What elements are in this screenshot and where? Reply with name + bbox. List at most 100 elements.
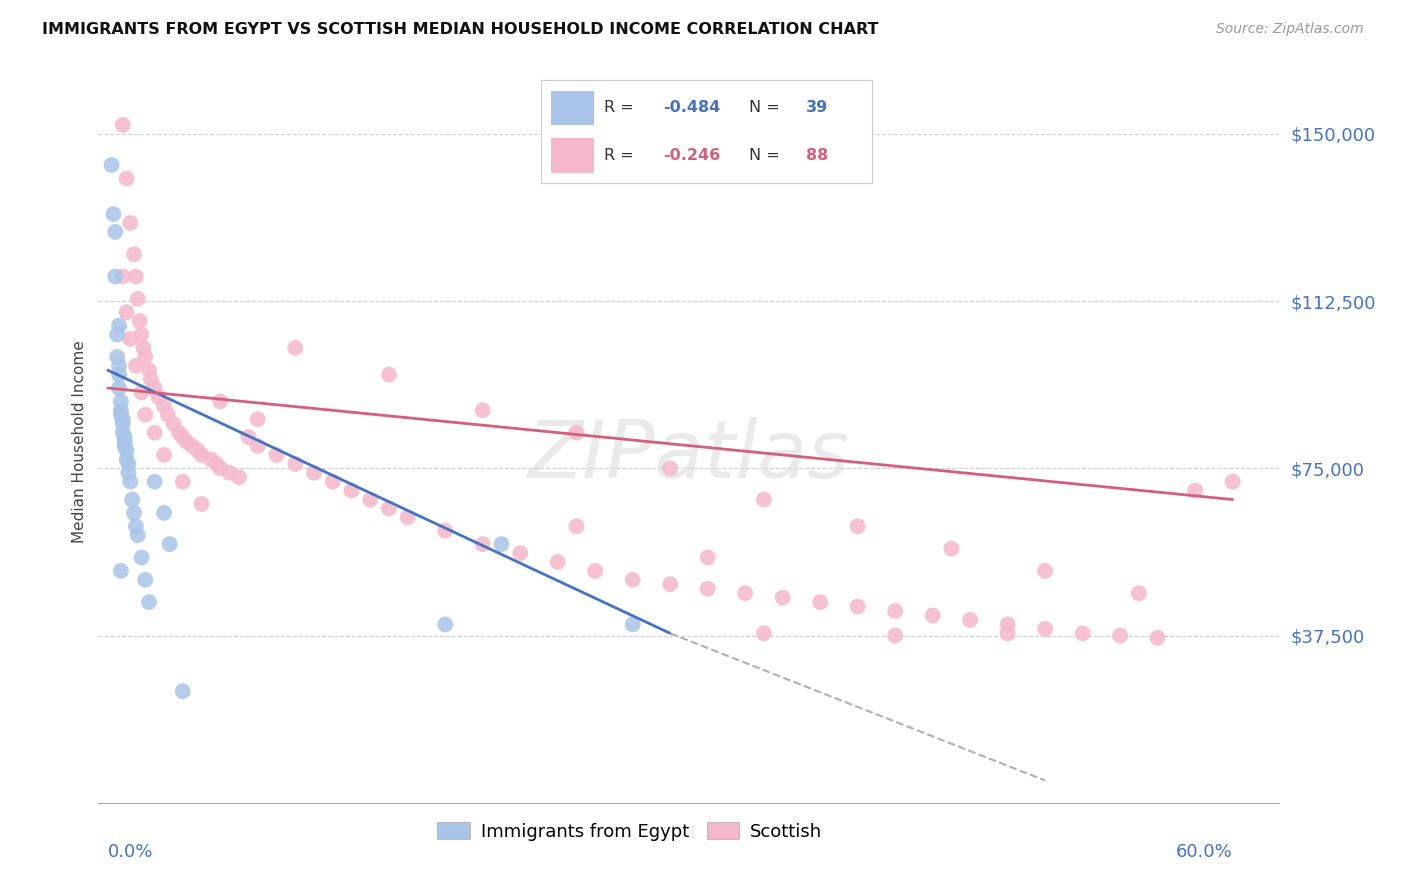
Point: [172, 684, 194, 698]
Point: [659, 577, 682, 591]
Point: [132, 341, 155, 355]
Text: 39: 39: [806, 101, 828, 115]
Point: [114, 434, 136, 449]
Point: [120, 475, 142, 489]
Point: [128, 314, 150, 328]
Point: [884, 604, 907, 618]
Point: [266, 448, 288, 462]
Point: [772, 591, 794, 605]
Point: [228, 470, 250, 484]
Point: [111, 118, 134, 132]
Point: [117, 457, 139, 471]
Point: [115, 452, 138, 467]
Point: [1071, 626, 1094, 640]
Point: [110, 394, 132, 409]
Point: [111, 412, 134, 426]
Point: [115, 171, 138, 186]
Text: IMMIGRANTS FROM EGYPT VS SCOTTISH MEDIAN HOUSEHOLD INCOME CORRELATION CHART: IMMIGRANTS FROM EGYPT VS SCOTTISH MEDIAN…: [42, 22, 879, 37]
Point: [176, 434, 198, 449]
Point: [752, 492, 775, 507]
Point: [205, 457, 228, 471]
Point: [434, 524, 457, 538]
Point: [114, 430, 136, 444]
Point: [121, 492, 143, 507]
Point: [172, 475, 194, 489]
Point: [139, 372, 162, 386]
Point: [997, 626, 1019, 640]
Point: [143, 381, 166, 395]
Point: [1146, 631, 1168, 645]
Point: [696, 550, 718, 565]
Point: [108, 359, 131, 373]
Point: [997, 617, 1019, 632]
Point: [565, 425, 588, 440]
Point: [105, 350, 128, 364]
Point: [583, 564, 606, 578]
Point: [131, 385, 153, 400]
Point: [134, 573, 156, 587]
Point: [120, 332, 142, 346]
Point: [209, 394, 232, 409]
Text: 0.0%: 0.0%: [108, 843, 153, 861]
Point: [122, 506, 145, 520]
Point: [1033, 622, 1056, 636]
Point: [125, 519, 148, 533]
Point: [143, 425, 166, 440]
Point: [808, 595, 831, 609]
Point: [1184, 483, 1206, 498]
Point: [110, 403, 132, 417]
Point: [378, 368, 401, 382]
Text: N =: N =: [749, 101, 786, 115]
Text: -0.246: -0.246: [664, 148, 721, 162]
Point: [131, 327, 153, 342]
Point: [209, 461, 232, 475]
Point: [752, 626, 775, 640]
Point: [148, 390, 170, 404]
Point: [114, 439, 136, 453]
Point: [621, 617, 644, 632]
Point: [659, 461, 682, 475]
Point: [104, 225, 127, 239]
Point: [846, 519, 869, 533]
Point: [471, 537, 494, 551]
Point: [108, 368, 131, 382]
Point: [153, 399, 176, 413]
Point: [302, 466, 325, 480]
Point: [143, 475, 166, 489]
Point: [509, 546, 531, 560]
Point: [122, 247, 145, 261]
Point: [131, 550, 153, 565]
Text: R =: R =: [605, 148, 638, 162]
Point: [200, 452, 222, 467]
Point: [159, 537, 181, 551]
Point: [105, 327, 128, 342]
Point: [134, 408, 156, 422]
Point: [181, 439, 204, 453]
Point: [547, 555, 569, 569]
Point: [162, 417, 184, 431]
Point: [138, 595, 160, 609]
FancyBboxPatch shape: [551, 91, 595, 126]
Text: 60.0%: 60.0%: [1175, 843, 1233, 861]
Point: [167, 425, 190, 440]
Point: [115, 305, 138, 319]
Point: [120, 216, 142, 230]
Point: [104, 269, 127, 284]
Point: [190, 497, 212, 511]
Point: [246, 439, 269, 453]
Y-axis label: Median Household Income: Median Household Income: [72, 340, 87, 543]
Point: [696, 582, 718, 596]
Point: [359, 492, 381, 507]
Point: [153, 448, 176, 462]
Point: [1033, 564, 1056, 578]
Point: [322, 475, 344, 489]
Point: [340, 483, 363, 498]
Legend: Immigrants from Egypt, Scottish: Immigrants from Egypt, Scottish: [430, 814, 830, 848]
Point: [1109, 628, 1132, 642]
Point: [218, 466, 240, 480]
Point: [434, 617, 457, 632]
Point: [378, 501, 401, 516]
Point: [105, 29, 128, 43]
Point: [153, 506, 176, 520]
Point: [846, 599, 869, 614]
